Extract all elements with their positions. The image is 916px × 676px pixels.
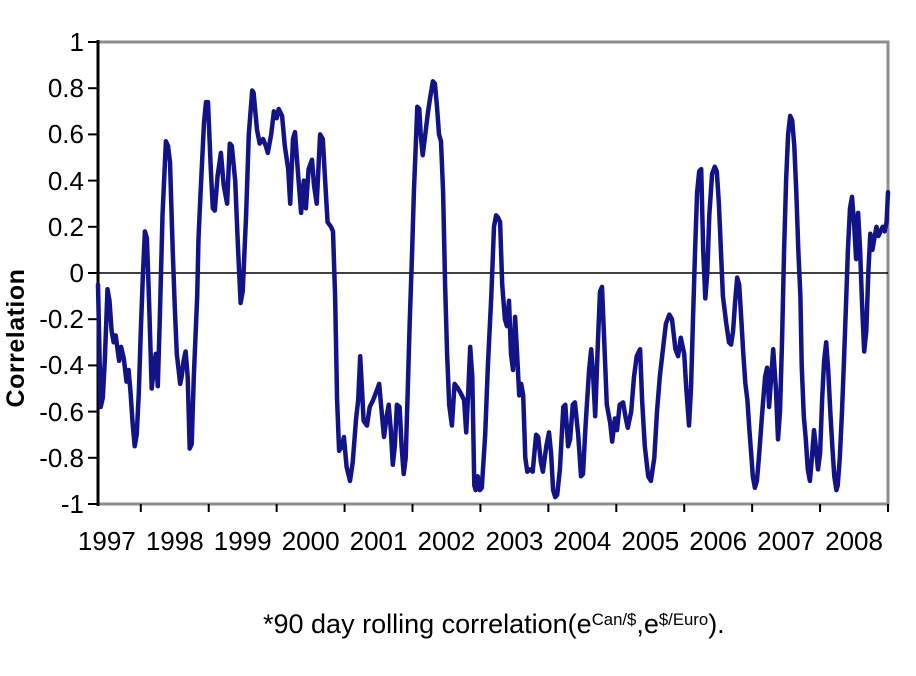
- y-tick-label: 0.2: [47, 211, 84, 242]
- caption-text-mid: ,e: [636, 609, 659, 639]
- caption: *90 day rolling correlation(eCan/$,e$/Eu…: [263, 608, 725, 640]
- y-tick-label: -1: [60, 489, 84, 519]
- x-tick-label: 1998: [145, 526, 204, 556]
- caption-text-end: ).: [708, 609, 725, 639]
- x-tick-label: 1997: [77, 526, 136, 556]
- y-tick-label: 1: [69, 27, 84, 57]
- caption-text: *90 day rolling correlation(e: [263, 609, 592, 639]
- x-tick-label: 2004: [553, 526, 612, 556]
- x-tick-label: 2003: [485, 526, 544, 556]
- y-tick-label: -0.2: [39, 304, 84, 335]
- y-tick-label: 0.8: [47, 73, 84, 104]
- y-tick-label: 0.6: [47, 119, 84, 150]
- x-tick-label: 1999: [213, 526, 272, 556]
- caption-superscript-can-dollar: Can/$: [591, 610, 637, 629]
- x-tick-label: 2002: [417, 526, 476, 556]
- plot-area: [88, 40, 891, 512]
- x-tick-label: 2005: [621, 526, 680, 556]
- x-tick-label: 2007: [757, 526, 816, 556]
- x-tick-label: 2000: [281, 526, 340, 556]
- y-tick-label: 0.4: [47, 165, 84, 196]
- y-tick-label: -0.6: [39, 396, 84, 427]
- x-tick-label: 2008: [825, 526, 883, 556]
- x-tick-label: 2006: [689, 526, 748, 556]
- y-tick-label: -0.4: [39, 350, 84, 381]
- x-tick-label: 2001: [349, 526, 408, 556]
- caption-superscript-dollar-euro: $/Euro: [658, 610, 709, 629]
- y-tick-label: -0.8: [39, 442, 84, 473]
- y-tick-label: 0: [69, 258, 84, 288]
